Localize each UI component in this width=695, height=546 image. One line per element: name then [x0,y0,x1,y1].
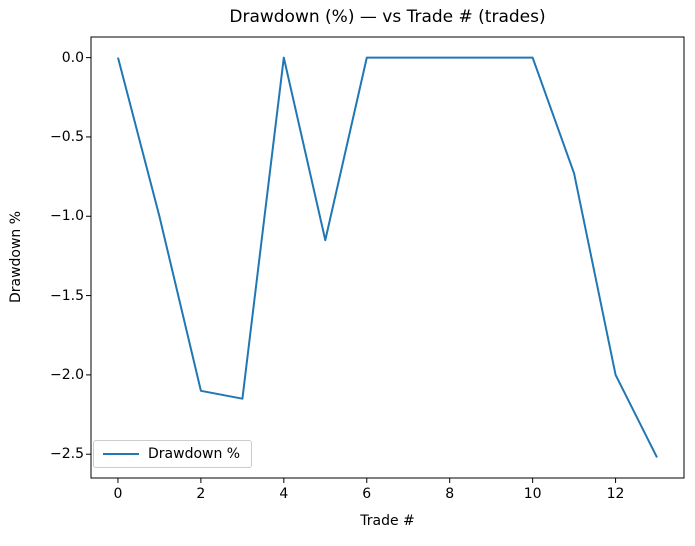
chart-title: Drawdown (%) — vs Trade # (trades) [229,7,546,27]
y-tick-label: −1.5 [50,287,84,304]
legend-label: Drawdown % [148,446,241,462]
y-tick-label: −0.5 [50,128,84,145]
x-tick-label: 0 [113,486,123,502]
plot-area-border [90,36,685,479]
x-tick-label: 6 [362,486,372,502]
x-tick-label: 4 [279,486,289,502]
x-tick-label: 8 [445,486,455,502]
y-tick-label: −2.5 [50,446,84,463]
y-tick-label: −2.0 [50,366,84,383]
x-tick-label: 10 [523,486,542,502]
drawdown-line-series [117,56,658,458]
x-tick-label: 12 [606,486,625,502]
x-axis-label: Trade # [360,513,415,529]
y-tick-label: 0.0 [61,49,84,66]
legend: Drawdown % [93,440,253,468]
tick-marks [86,57,617,483]
y-tick-label: −1.0 [50,208,84,225]
legend-line-swatch [103,453,139,455]
y-axis-label: Drawdown % [8,210,24,304]
x-tick-label: 2 [196,486,206,502]
